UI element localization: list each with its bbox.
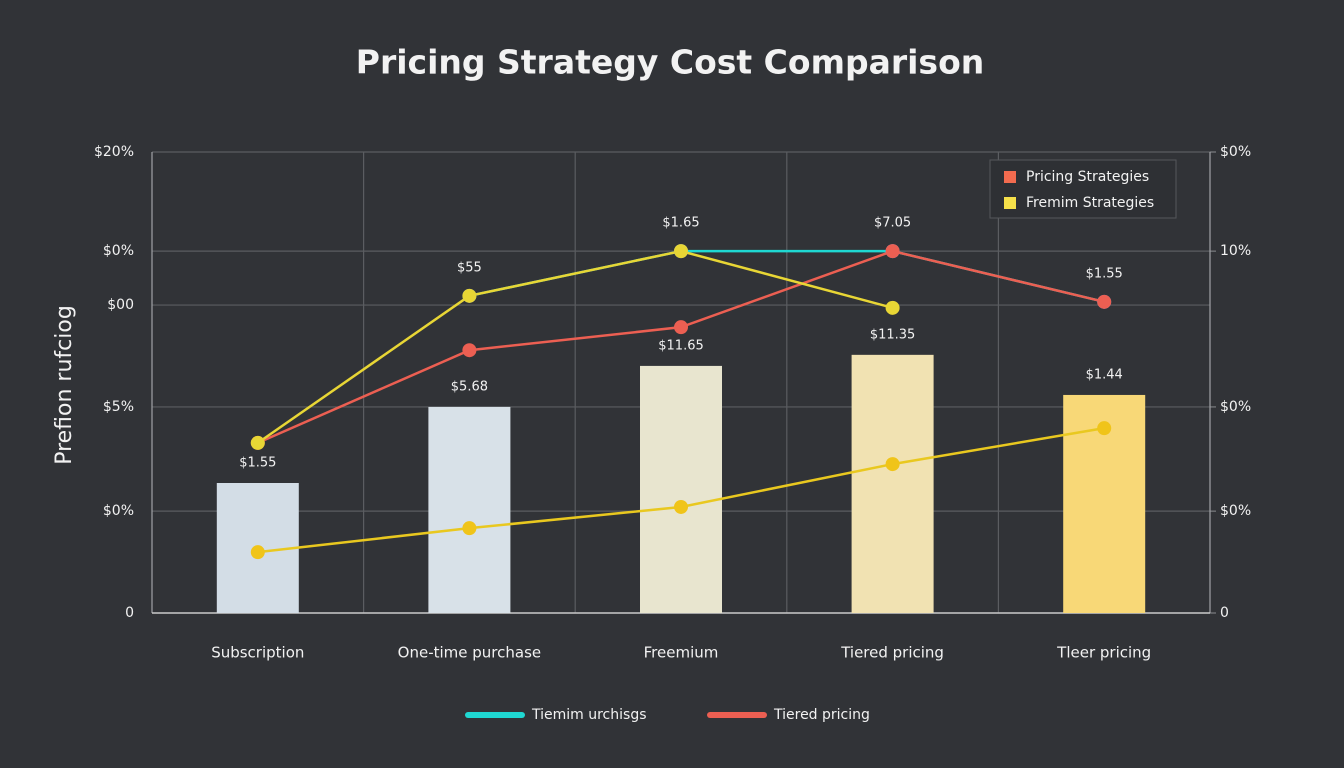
bar [640, 365, 722, 613]
bar-label: $1.44 [1086, 367, 1123, 382]
y2-tick-label: $0% [1220, 503, 1251, 519]
bar [428, 406, 511, 613]
legend-label: Fremim Strategies [1026, 195, 1154, 211]
line-marker [674, 499, 688, 514]
line-marker [1097, 294, 1112, 309]
x-tick-label: Tleer pricing [1056, 644, 1151, 662]
line-marker [1097, 421, 1112, 436]
line-marker [462, 521, 477, 536]
x-tick-label: Subscription [211, 644, 304, 662]
bar [851, 354, 934, 613]
y-tick-label: $00 [107, 297, 134, 313]
bar-label: $1.55 [239, 455, 276, 470]
x-tick-label: Tiered pricing [840, 644, 944, 662]
line-marker [250, 435, 265, 450]
bar-label: $5.68 [451, 379, 488, 394]
y-axis-title: Prefion rufciog [52, 305, 77, 465]
y2-tick-label: $0% [1220, 144, 1251, 160]
legend-label: Tiemim urchisgs [531, 707, 647, 723]
y-tick-label: 0 [125, 605, 134, 621]
line-marker [250, 545, 265, 560]
line-marker [885, 457, 900, 472]
line-series [257, 249, 893, 444]
line-marker [674, 244, 688, 259]
y-tick-label: $5% [103, 399, 134, 415]
y2-tick-label: 10% [1220, 243, 1251, 259]
x-tick-label: Freemium [644, 644, 719, 662]
point-label: $1.65 [662, 216, 699, 231]
point-label: $7.05 [874, 216, 911, 231]
bar-label: $11.35 [870, 327, 916, 342]
legend-swatch [1004, 197, 1016, 209]
line-marker [885, 244, 900, 259]
point-label: $1.55 [1086, 266, 1123, 281]
y2-tick-label: $0% [1220, 399, 1251, 415]
y2-tick-label: 0 [1220, 605, 1229, 621]
legend-label: Pricing Strategies [1026, 169, 1149, 185]
line-marker [462, 288, 477, 303]
y-tick-label: $0% [103, 243, 134, 259]
line-marker [462, 343, 477, 358]
point-label: $55 [457, 260, 482, 275]
legend-label: Tiered pricing [773, 707, 870, 723]
legend-box [989, 159, 1177, 219]
x-tick-label: One-time purchase [398, 644, 541, 662]
line-marker [885, 300, 900, 315]
line-marker [674, 320, 688, 335]
chart-title: Pricing Strategy Cost Comparison [356, 43, 984, 82]
legend-swatch [1004, 171, 1016, 183]
y-tick-label: $0% [103, 503, 134, 519]
bar-label: $11.65 [658, 338, 704, 353]
y-tick-label: $20% [94, 144, 134, 160]
